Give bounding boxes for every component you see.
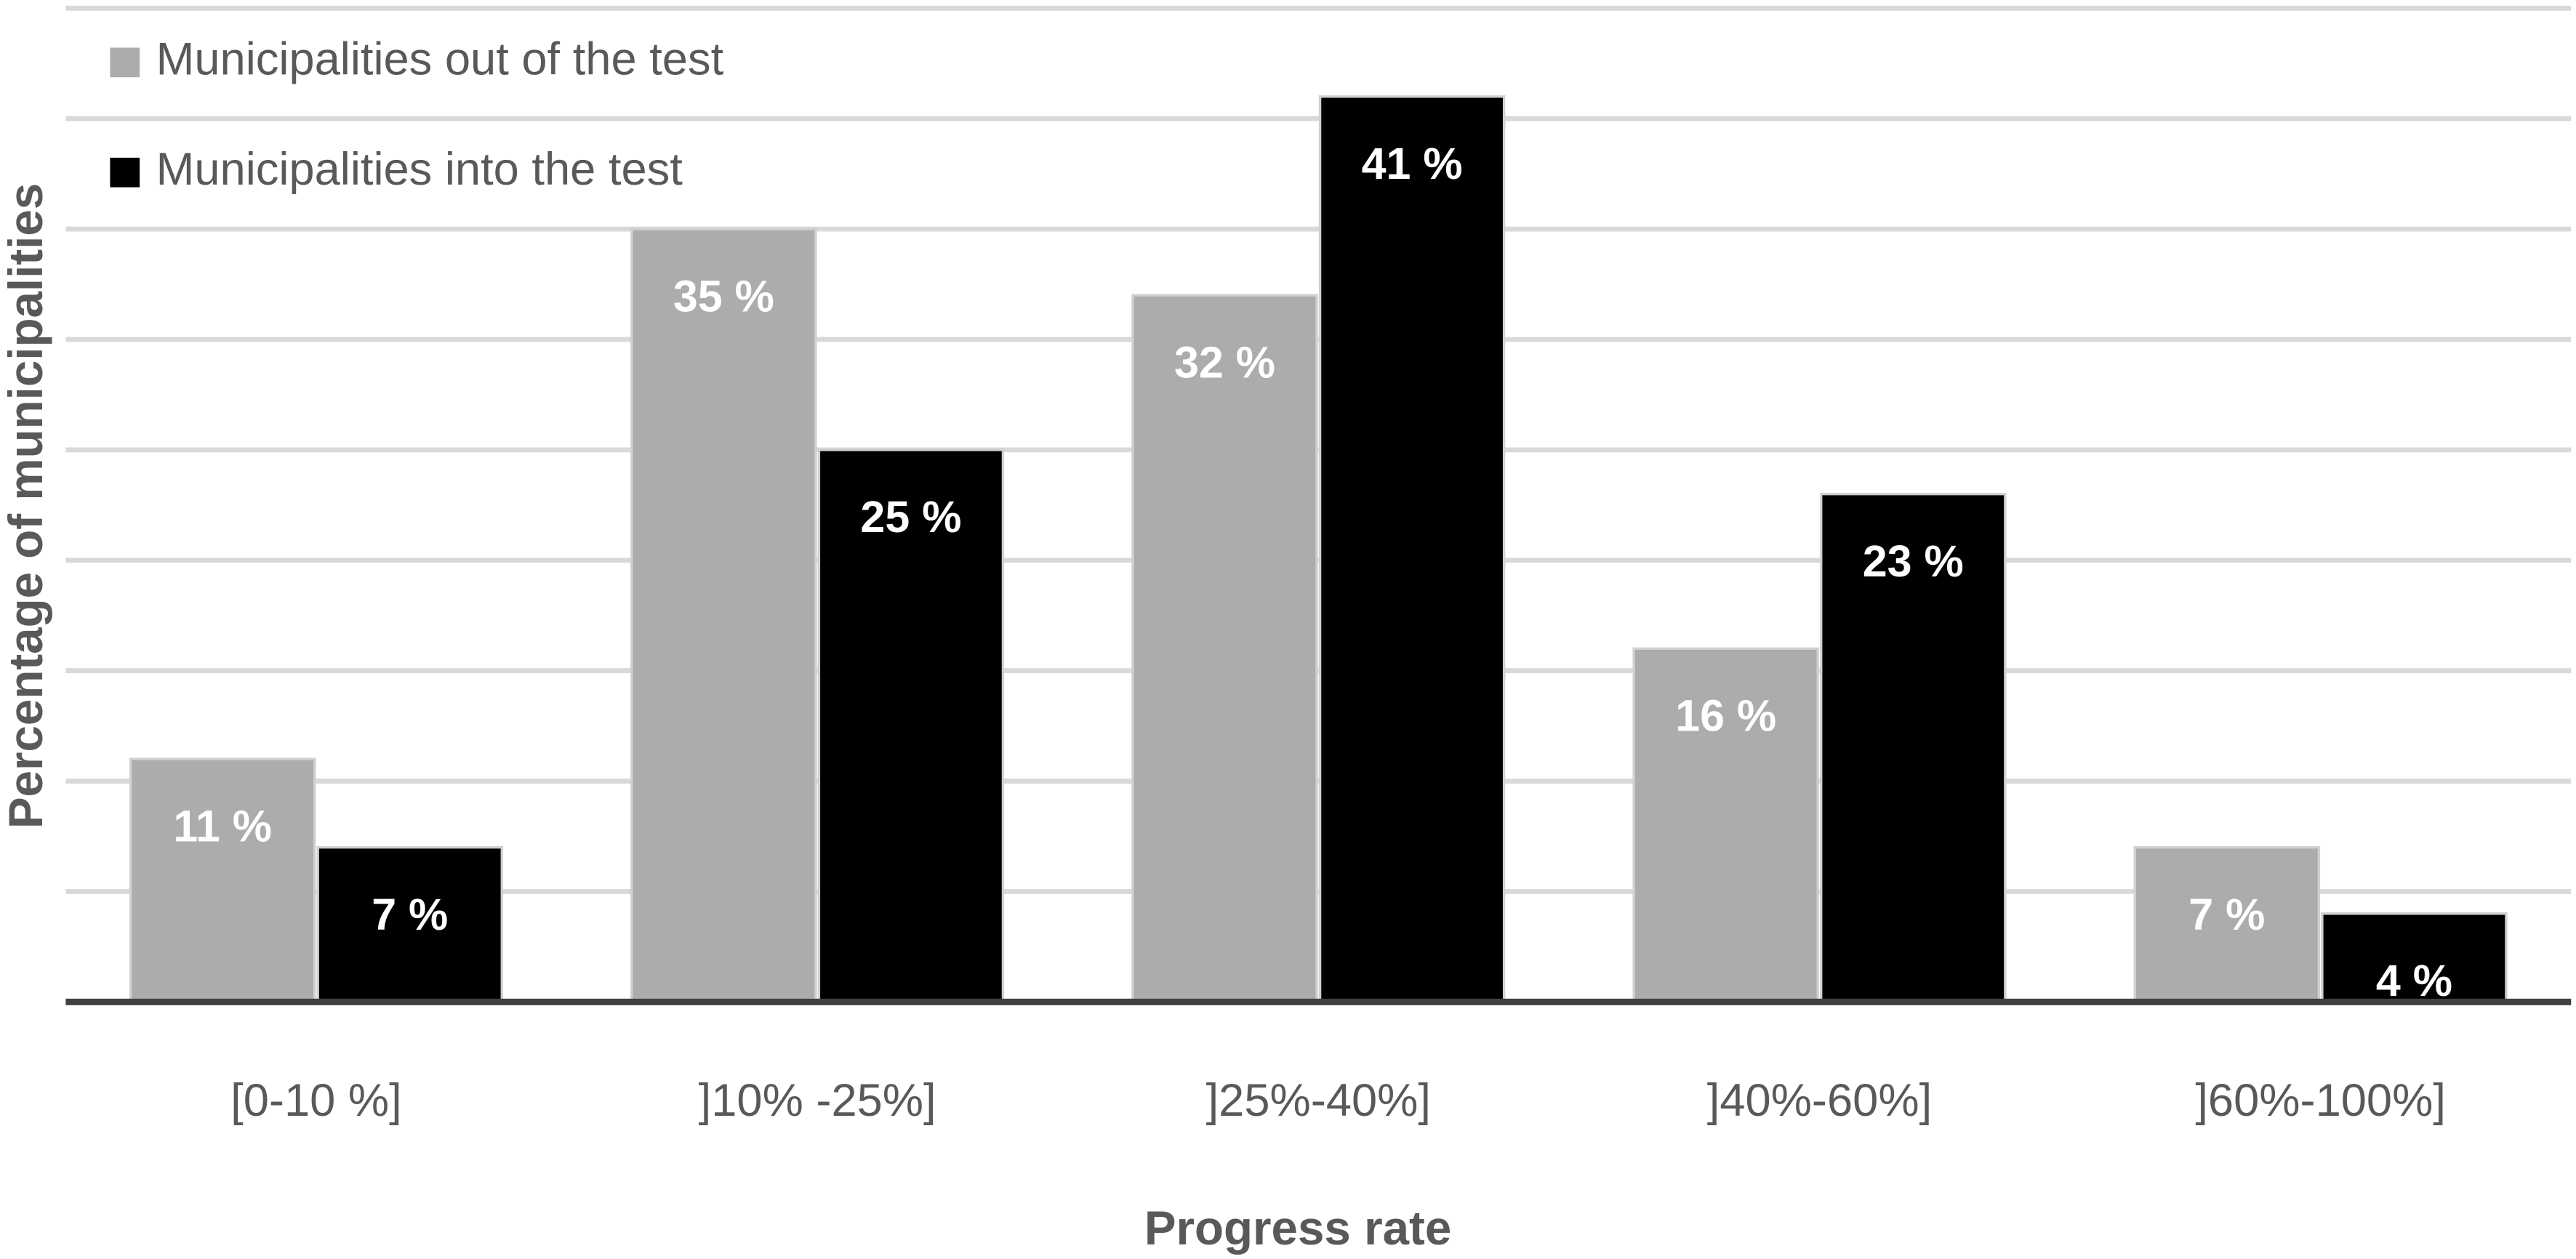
bar (1318, 95, 1506, 1004)
legend-swatch (110, 47, 140, 78)
legend-background (98, 133, 871, 212)
bar (817, 449, 1005, 1004)
legend-background (98, 23, 871, 102)
y-axis-title: Percentage of municipalities (0, 183, 52, 829)
legend-swatch (110, 157, 140, 188)
value-label: 32 % (1174, 338, 1275, 387)
x-tick-label: ]40%-60%] (1707, 1075, 1932, 1126)
value-label: 7 % (2188, 890, 2265, 939)
x-tick-label: ]25%-40%] (1206, 1075, 1431, 1126)
bar (1131, 294, 1318, 1004)
bar (316, 846, 503, 1004)
x-axis-title: Progress rate (1144, 1202, 1451, 1255)
bar (630, 228, 817, 1004)
bars: 11 % 7 % 35 % 25 % 32 % 41 % 16 % 23 % 7 % 4 % (129, 95, 2508, 1005)
value-label: 25 % (860, 492, 961, 542)
value-label: 11 % (173, 801, 272, 850)
x-tick-label: ]60%-100%] (2195, 1075, 2446, 1126)
bar (2133, 846, 2321, 1004)
legend-label: Municipalities out of the test (156, 34, 724, 85)
value-label: 41 % (1362, 139, 1463, 188)
bar (1820, 492, 2007, 1004)
legend: Municipalities out of the test Municipali… (98, 23, 871, 212)
value-label: 23 % (1863, 536, 1964, 586)
x-tick-label: ]10% -25%] (699, 1075, 936, 1126)
bar (129, 757, 316, 1004)
bar (2321, 912, 2508, 1004)
legend-label: Municipalities into the test (156, 144, 683, 195)
value-label: 35 % (673, 271, 774, 321)
value-label: 16 % (1675, 691, 1776, 741)
value-label: 7 % (372, 890, 448, 939)
x-tick-label: [0-10 %] (230, 1075, 402, 1126)
value-label: 4 % (2376, 956, 2452, 1005)
